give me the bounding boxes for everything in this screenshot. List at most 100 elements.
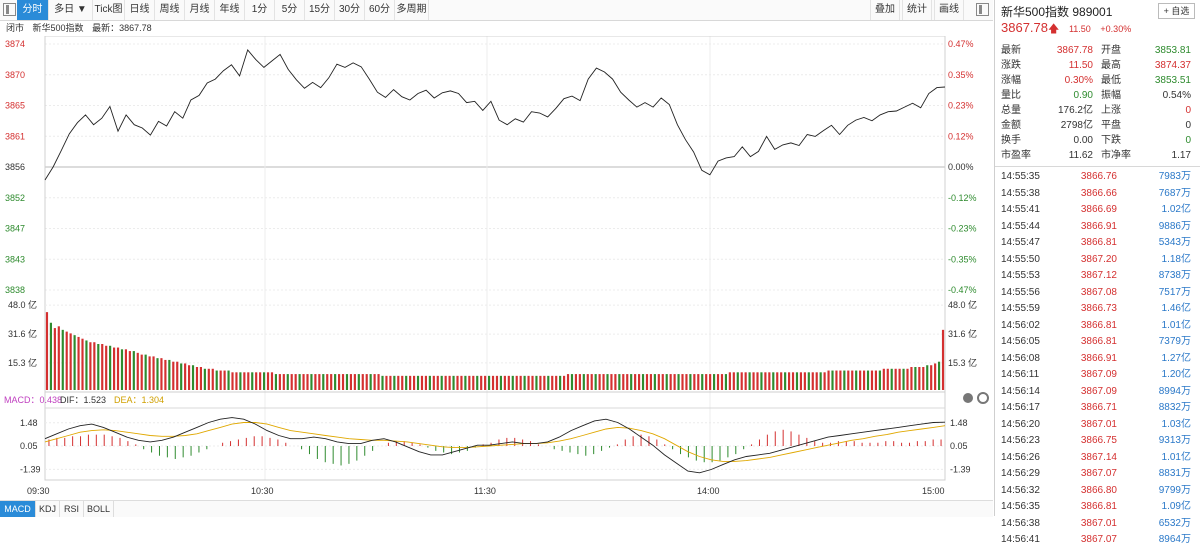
time-tick-label: 09:30 (27, 486, 50, 496)
chart-canvas[interactable]: 3874 0.47% 3870 0.35% 3865 0.23% 3861 0.12% 3856… (0, 35, 993, 500)
stat-value: 0.90 (1073, 90, 1093, 101)
tick-row[interactable]: 14:55:59 3866.73 1.46亿 (1001, 301, 1193, 318)
volume-tick-label: 48.0 亿 (948, 299, 977, 310)
quote-stats: 最新 3867.78 开盘 3853.81 涨跌 11.50 最高 3874.37 涨幅 0.30… (1001, 43, 1193, 163)
tab-period-0[interactable]: 分时 (17, 0, 49, 20)
tab-period-2[interactable]: Tick图 (93, 0, 125, 20)
tick-volume: 7687万 (1158, 187, 1191, 199)
price-tick-label: 3852 (5, 193, 25, 203)
divider (995, 166, 1200, 167)
tick-row[interactable]: 14:56:11 3867.09 1.20亿 (1001, 367, 1193, 384)
tool-tab-1[interactable]: 统计 (902, 0, 932, 20)
tick-time: 14:56:05 (1001, 336, 1040, 347)
tick-row[interactable]: 14:55:44 3866.91 9886万 (1001, 219, 1193, 236)
stat-row: 涨跌 11.50 最高 3874.37 (1001, 58, 1193, 73)
indicator-tab-macd[interactable]: MACD (0, 501, 36, 517)
macd-legend-dea: DEA：1.304 (114, 395, 164, 405)
tick-row[interactable]: 14:55:35 3866.76 7983万 (1001, 169, 1193, 186)
tab-period-12[interactable]: 多周期 (395, 0, 429, 20)
tab-period-9[interactable]: 15分 (305, 0, 335, 20)
stat-row: 量比 0.90 振幅 0.54% (1001, 88, 1193, 103)
stat-label: 振幅 (1101, 90, 1121, 101)
stat-value: 0 (1185, 120, 1191, 131)
price-tick-label: 3847 (5, 224, 25, 234)
tick-volume: 7983万 (1158, 171, 1191, 182)
tick-volume: 7517万 (1158, 286, 1191, 298)
quote-price-line: 3867.78🡅 11.50 +0.30% (1001, 20, 1131, 39)
tick-row[interactable]: 14:55:53 3867.12 8738万 (1001, 268, 1193, 285)
tick-row[interactable]: 14:56:14 3867.09 8994万 (1001, 384, 1193, 401)
tick-row[interactable]: 14:55:38 3866.66 7687万 (1001, 186, 1193, 203)
tick-row[interactable]: 14:56:38 3867.01 6532万 (1001, 516, 1193, 533)
stat-value: 3853.51 (1154, 75, 1191, 86)
indicator-tab-boll[interactable]: BOLL (84, 501, 114, 517)
tick-volume: 5343万 (1158, 237, 1191, 248)
tick-time: 14:56:38 (1001, 517, 1040, 529)
indicator-tab-rsi[interactable]: RSI (60, 501, 84, 517)
tick-row[interactable]: 14:56:02 3866.81 1.01亿 (1001, 318, 1193, 335)
tool-tab-2[interactable]: 画线 (934, 0, 964, 20)
tick-row[interactable]: 14:56:23 3866.75 9313万 (1001, 433, 1193, 450)
tab-period-10[interactable]: 30分 (335, 0, 365, 20)
tick-row[interactable]: 14:55:56 3867.08 7517万 (1001, 285, 1193, 302)
tick-time: 14:56:26 (1001, 451, 1040, 463)
tick-time: 14:56:32 (1001, 484, 1040, 496)
tick-row[interactable]: 14:55:47 3866.81 5343万 (1001, 235, 1193, 252)
dea-line (44, 422, 946, 462)
tab-period-1[interactable]: 多日 ▼ (49, 0, 93, 20)
tick-time: 14:55:44 (1001, 220, 1040, 232)
stat-value: 3867.78 (1056, 45, 1093, 56)
tick-row[interactable]: 14:56:20 3867.01 1.03亿 (1001, 417, 1193, 434)
time-tick-label: 15:00 (922, 486, 945, 496)
settings-gear-icon[interactable] (977, 392, 989, 404)
close-indicator-icon[interactable] (963, 393, 973, 403)
price-tick-label: 3856 (5, 162, 25, 172)
tab-period-5[interactable]: 月线 (185, 0, 215, 20)
price-tick-label: 3861 (5, 131, 25, 141)
macd-legend-macd: MACD：0.438 (4, 395, 62, 405)
stat-row: 总量 176.2亿 上涨 0 (1001, 103, 1193, 118)
stat-row: 最新 3867.78 开盘 3853.81 (1001, 43, 1193, 58)
tick-price: 3867.14 (1080, 451, 1117, 463)
tick-row[interactable]: 14:56:41 3867.07 8964万 (1001, 532, 1193, 549)
tab-period-11[interactable]: 60分 (365, 0, 395, 20)
quote-change: 11.50 (1068, 24, 1091, 34)
latest-label: 最新 (92, 23, 111, 33)
quote-price: 3867.78 (1001, 20, 1048, 35)
tick-row[interactable]: 14:56:29 3867.07 8831万 (1001, 466, 1193, 483)
stat-label: 市盈率 (1001, 150, 1031, 161)
tick-row[interactable]: 14:56:26 3867.14 1.01亿 (1001, 450, 1193, 467)
stat-label: 最高 (1101, 60, 1121, 71)
tick-row[interactable]: 14:56:08 3866.91 1.27亿 (1001, 351, 1193, 368)
tick-price: 3866.91 (1080, 220, 1117, 232)
left-panel-toggle-icon[interactable] (3, 3, 16, 16)
right-panel-toggle-icon[interactable] (976, 3, 989, 16)
tick-row[interactable]: 14:56:32 3866.80 9799万 (1001, 483, 1193, 500)
stat-value: 11.62 (1068, 150, 1093, 161)
tick-row[interactable]: 14:55:41 3866.69 1.02亿 (1001, 202, 1193, 219)
macd-tick-label: -1.39 (950, 464, 971, 474)
tick-row[interactable]: 14:56:17 3866.71 8832万 (1001, 400, 1193, 417)
intraday-chart[interactable]: 3874 0.47% 3870 0.35% 3865 0.23% 3861 0.12% 3856… (0, 35, 993, 516)
tick-volume: 9799万 (1158, 484, 1191, 496)
add-watchlist-button[interactable]: + 自选 (1158, 3, 1195, 19)
tab-period-8[interactable]: 5分 (275, 0, 305, 20)
tab-period-7[interactable]: 1分 (245, 0, 275, 20)
price-tick-label: 3874 (5, 39, 25, 49)
tick-row[interactable]: 14:56:35 3866.81 1.09亿 (1001, 499, 1193, 516)
tick-volume: 8738万 (1158, 270, 1191, 281)
tick-list[interactable]: 14:55:35 3866.76 7983万 14:55:38 3866.66 7687万… (1001, 169, 1193, 549)
tick-row[interactable]: 14:55:50 3867.20 1.18亿 (1001, 252, 1193, 269)
tick-row[interactable]: 14:56:05 3866.81 7379万 (1001, 334, 1193, 351)
index-name: 新华500指数 (32, 23, 84, 33)
stat-value: 2798亿 (1060, 120, 1093, 131)
indicator-tab-kdj[interactable]: KDJ (36, 501, 60, 517)
tab-period-3[interactable]: 日线 (125, 0, 155, 20)
stat-label: 下跌 (1101, 135, 1121, 146)
tab-period-6[interactable]: 年线 (215, 0, 245, 20)
tab-period-4[interactable]: 周线 (155, 0, 185, 20)
volume-tick-label: 48.0 亿 (8, 299, 37, 310)
tool-tab-0[interactable]: 叠加 (870, 0, 900, 20)
tick-price: 3866.73 (1080, 303, 1117, 314)
stat-row: 市盈率 11.62 市净率 1.17 (1001, 148, 1193, 163)
